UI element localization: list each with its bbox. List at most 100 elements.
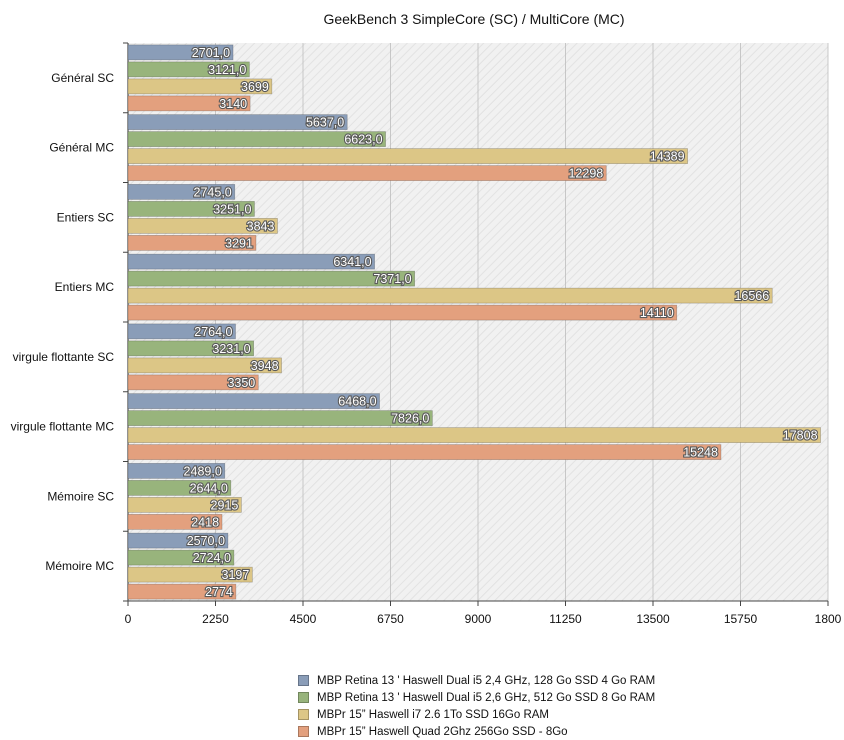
bar xyxy=(127,410,433,426)
bar-value-label: 3699 xyxy=(241,80,269,94)
legend-item: MBPr 15” Haswell i7 2.6 1To SSD 16Go RAM xyxy=(298,706,655,723)
category-label: Entiers SC xyxy=(57,210,115,224)
bar-value-label: 2570,0 xyxy=(187,534,225,548)
legend-item: MBP Retina 13 ' Haswell Dual i5 2,6 GHz,… xyxy=(298,689,655,706)
category-label: Mémoire SC xyxy=(47,489,114,503)
bar-value-label: 12298 xyxy=(568,167,603,181)
legend-item: MBP Retina 13 ' Haswell Dual i5 2,4 GHz,… xyxy=(298,672,655,689)
x-tick-label: 0 xyxy=(125,612,132,626)
bar xyxy=(127,270,415,287)
bar xyxy=(127,427,821,443)
legend-label: MBP Retina 13 ' Haswell Dual i5 2,4 GHz,… xyxy=(317,674,656,687)
bar-value-label: 3121,0 xyxy=(208,63,246,77)
category-label: virgule flottante MC xyxy=(11,420,115,434)
legend-label: MBPr 15” Haswell Quad 2Ghz 256Go SSD - 8… xyxy=(317,725,568,738)
bar-value-label: 2701,0 xyxy=(192,46,230,60)
bar xyxy=(127,497,242,513)
bar-value-label: 6341,0 xyxy=(333,255,371,269)
bar-value-label: 3231,0 xyxy=(212,342,250,356)
bar xyxy=(127,323,236,340)
bar xyxy=(127,131,386,147)
bar xyxy=(127,253,375,270)
bar xyxy=(127,44,234,61)
x-tick-label: 2250 xyxy=(202,612,229,626)
bar xyxy=(127,287,773,304)
bar xyxy=(127,235,257,251)
bar xyxy=(127,549,235,566)
x-tick-label: 6750 xyxy=(377,612,404,626)
bar xyxy=(127,480,232,496)
bar xyxy=(127,340,255,357)
bar-value-label: 3350 xyxy=(227,376,255,390)
category-label: Général MC xyxy=(49,141,114,155)
bar xyxy=(127,201,255,217)
x-tick-label: 1800 xyxy=(815,612,842,626)
legend-label: MBP Retina 13 ' Haswell Dual i5 2,6 GHz,… xyxy=(317,691,656,704)
bar-value-label: 3197 xyxy=(222,568,250,582)
bar xyxy=(127,61,250,78)
chart-title: GeekBench 3 SimpleCore (SC) / MultiCore … xyxy=(323,11,624,27)
x-tick-label: 4500 xyxy=(290,612,317,626)
bar-value-label: 14389 xyxy=(650,150,685,164)
category-labels: Général SC Général MC Entiers SC Entiers MC… xyxy=(11,71,115,573)
x-tick-label: 15750 xyxy=(724,612,758,626)
bar xyxy=(127,463,226,479)
bar xyxy=(127,444,722,460)
bar xyxy=(127,566,253,583)
category-label: Entiers MC xyxy=(55,280,115,294)
bar-value-label: 7826,0 xyxy=(391,412,429,426)
bar xyxy=(127,165,607,181)
category-label: virgule flottante SC xyxy=(13,350,115,364)
bar xyxy=(127,393,380,409)
bar xyxy=(127,304,678,321)
bar xyxy=(127,148,688,164)
bar-value-label: 16566 xyxy=(734,289,769,303)
legend-swatch xyxy=(298,675,309,686)
bar-value-label: 3251,0 xyxy=(213,202,251,216)
bar xyxy=(127,184,236,200)
bar-value-label: 5637,0 xyxy=(306,116,344,130)
legend-swatch xyxy=(298,709,309,720)
bar-value-label: 6468,0 xyxy=(338,395,376,409)
bar xyxy=(127,95,251,112)
bar-value-label: 14110 xyxy=(640,306,674,320)
bar-value-label: 2644,0 xyxy=(190,481,228,495)
bar xyxy=(127,583,237,600)
bar xyxy=(127,532,229,549)
bar-value-label: 3948 xyxy=(251,359,279,373)
legend-label: MBPr 15” Haswell i7 2.6 1To SSD 16Go RAM xyxy=(317,708,550,721)
bar-value-label: 15248 xyxy=(683,446,718,460)
bar xyxy=(127,218,278,234)
legend-item: MBPr 15” Haswell Quad 2Ghz 256Go SSD - 8… xyxy=(298,723,655,740)
bar-value-label: 2489,0 xyxy=(184,464,222,478)
x-tick-label: 11250 xyxy=(549,612,582,626)
bar-value-label: 3843 xyxy=(247,219,275,233)
x-tick-label: 9000 xyxy=(465,612,492,626)
bar-value-label: 3291 xyxy=(225,236,253,250)
bars xyxy=(127,44,821,600)
legend: MBP Retina 13 ' Haswell Dual i5 2,4 GHz,… xyxy=(298,672,655,740)
bar xyxy=(127,78,273,95)
bar-value-label: 2915 xyxy=(211,498,239,512)
legend-swatch xyxy=(298,692,309,703)
bar xyxy=(127,357,282,374)
bar xyxy=(127,114,348,130)
bar-value-label: 6623,0 xyxy=(344,133,382,147)
bar-value-label: 2418 xyxy=(191,515,219,529)
bar-value-label: 7371,0 xyxy=(373,272,411,286)
bar xyxy=(127,374,259,391)
x-tick-label: 13500 xyxy=(636,612,670,626)
bar-value-label: 17808 xyxy=(783,429,818,443)
bar-value-label: 2745,0 xyxy=(194,185,232,199)
bar-value-label: 2764,0 xyxy=(194,325,232,339)
bar-value-label: 2724,0 xyxy=(193,551,231,565)
legend-swatch xyxy=(298,726,309,737)
x-tick-labels: 0 2250 4500 6750 9000 11250 13500 15750 1800 xyxy=(125,601,842,626)
category-label: Mémoire MC xyxy=(45,559,114,573)
category-label: Général SC xyxy=(51,71,114,85)
bar-value-label: 3140 xyxy=(219,97,247,111)
bar-value-label: 2774 xyxy=(205,585,233,599)
bar xyxy=(127,514,223,530)
